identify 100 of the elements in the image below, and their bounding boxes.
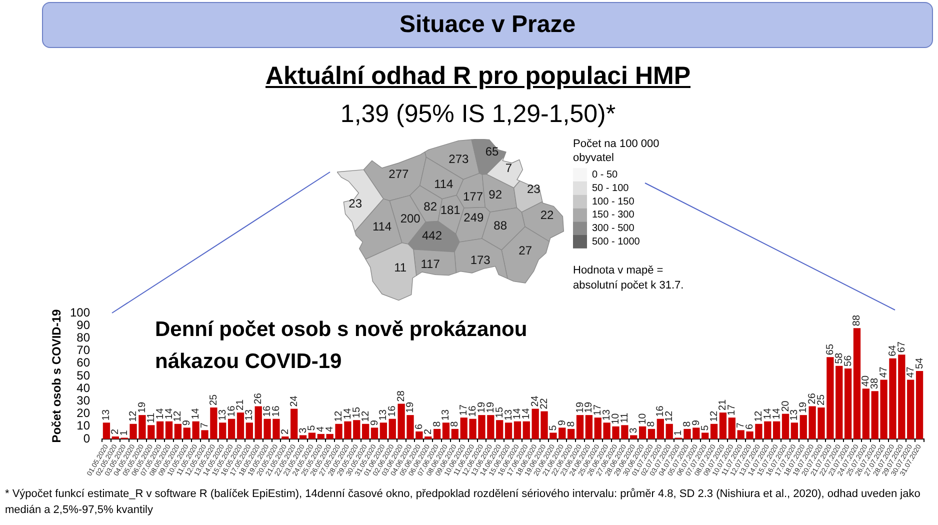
- text: Denní počet osob s nově prokázanou nákazou COVID-19: [155, 317, 528, 375]
- data-label: 8: [450, 420, 461, 427]
- data-label: 17: [592, 404, 604, 416]
- bar: [299, 435, 307, 439]
- data-label: 64: [887, 344, 898, 356]
- data-label: 13: [217, 409, 228, 421]
- data-label: 58: [834, 352, 845, 364]
- text: 173: [470, 252, 491, 267]
- text: 277: [388, 166, 409, 181]
- data-label: 11: [619, 412, 630, 424]
- bar: [719, 412, 727, 439]
- bar: [156, 421, 164, 439]
- text: Aktuální odhad R pro populaci HMP: [266, 61, 690, 92]
- data-label: 13: [440, 409, 452, 421]
- data-label: 16: [226, 405, 238, 417]
- data-label: 19: [798, 402, 810, 414]
- data-label: 5: [306, 424, 318, 431]
- bar: [702, 432, 709, 439]
- text: 177: [462, 190, 484, 204]
- y-axis-title: Počet osob s COVID-19: [50, 308, 64, 443]
- data-label: 12: [172, 410, 184, 422]
- text: 65: [485, 144, 499, 158]
- heading-banner: Situace v Praze: [42, 2, 933, 48]
- data-label: 7: [200, 422, 210, 428]
- bar: [165, 421, 173, 439]
- bar: [308, 432, 316, 439]
- bar: [290, 408, 298, 439]
- data-label: 16: [468, 405, 479, 417]
- data-label: 13: [503, 409, 514, 421]
- legend-label: 500 - 1000: [592, 236, 640, 248]
- data-label: 16: [270, 405, 282, 417]
- text: 181: [440, 202, 461, 217]
- data-label: 12: [664, 410, 676, 422]
- data-label: 14: [771, 408, 782, 420]
- data-label: 13: [244, 409, 256, 421]
- data-label: 28: [396, 390, 408, 402]
- bar: [656, 418, 664, 439]
- bar: [442, 422, 450, 439]
- data-label: 17: [726, 404, 738, 416]
- data-label: 17: [458, 404, 470, 416]
- y-tick-label: 70: [76, 343, 90, 358]
- data-label: 88: [852, 314, 863, 326]
- legend-title: Počet na 100 000 obyvatel: [573, 138, 660, 164]
- text: * Výpočet funkcí estimate_R v software R (balíček EpiEstim), 14denní časové okno, předpoklad rozdělení sériového intervalu: průměr 4.8, SD 2.3 (Nishiura et al., 2020), odhad uveden jako medián a 2,5%-97,5% kvantily: [5, 487, 922, 518]
- text: 442: [422, 228, 442, 243]
- data-label: 9: [556, 420, 568, 426]
- data-label: 13: [602, 409, 613, 421]
- data-label: 10: [610, 412, 622, 424]
- data-label: 8: [432, 420, 443, 427]
- data-label: 21: [235, 398, 246, 411]
- data-label: 14: [164, 408, 175, 420]
- text: 249: [464, 210, 484, 224]
- data-label: 26: [253, 392, 264, 404]
- data-label: 21: [718, 398, 729, 411]
- data-label: 9: [690, 420, 702, 426]
- data-label: 7: [736, 422, 747, 428]
- data-label: 54: [914, 357, 926, 369]
- text: 88: [494, 218, 508, 233]
- bar: [522, 421, 530, 439]
- data-label: 14: [762, 408, 774, 420]
- data-label: 8: [566, 420, 577, 427]
- bar: [844, 368, 852, 439]
- data-label: 3: [628, 427, 640, 434]
- data-label: 14: [154, 408, 166, 420]
- data-label: 9: [369, 420, 380, 426]
- bar: [916, 370, 924, 439]
- data-label: 3: [298, 427, 309, 434]
- bar: [317, 434, 324, 439]
- data-label: 25: [816, 394, 827, 406]
- data-label: 5: [548, 424, 559, 431]
- bar: [370, 428, 378, 439]
- data-label: 9: [182, 420, 193, 426]
- data-label: 16: [387, 405, 398, 417]
- bar: [102, 422, 110, 439]
- data-label: 4: [316, 426, 327, 432]
- bar: [638, 426, 646, 439]
- data-label: 11: [146, 412, 157, 424]
- bar: [576, 415, 584, 439]
- bar: [862, 388, 870, 439]
- data-label: 19: [405, 402, 416, 414]
- data-label: 16: [655, 405, 666, 417]
- data-label: 5: [700, 424, 711, 431]
- data-label: 56: [842, 354, 854, 366]
- bar: [451, 428, 458, 439]
- data-label: 67: [896, 341, 908, 353]
- data-label: 14: [342, 408, 354, 420]
- data-label: 19: [485, 402, 496, 414]
- text: 7: [505, 160, 512, 175]
- bar: [228, 418, 236, 439]
- data-label: 2: [422, 428, 434, 434]
- data-label: 20: [780, 400, 792, 412]
- data-label: 65: [824, 344, 836, 356]
- bar: [514, 421, 522, 439]
- y-tick-label: 100: [70, 305, 90, 320]
- bar: [648, 428, 656, 439]
- bar: [853, 328, 861, 439]
- bar: [174, 424, 182, 439]
- y-tick-label: 0: [83, 431, 90, 446]
- y-tick-label: 60: [76, 356, 90, 370]
- data-label: 26: [807, 392, 818, 404]
